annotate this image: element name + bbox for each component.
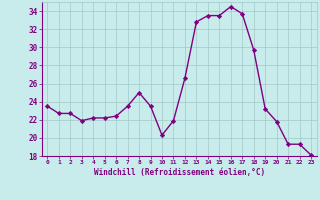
X-axis label: Windchill (Refroidissement éolien,°C): Windchill (Refroidissement éolien,°C): [94, 168, 265, 177]
